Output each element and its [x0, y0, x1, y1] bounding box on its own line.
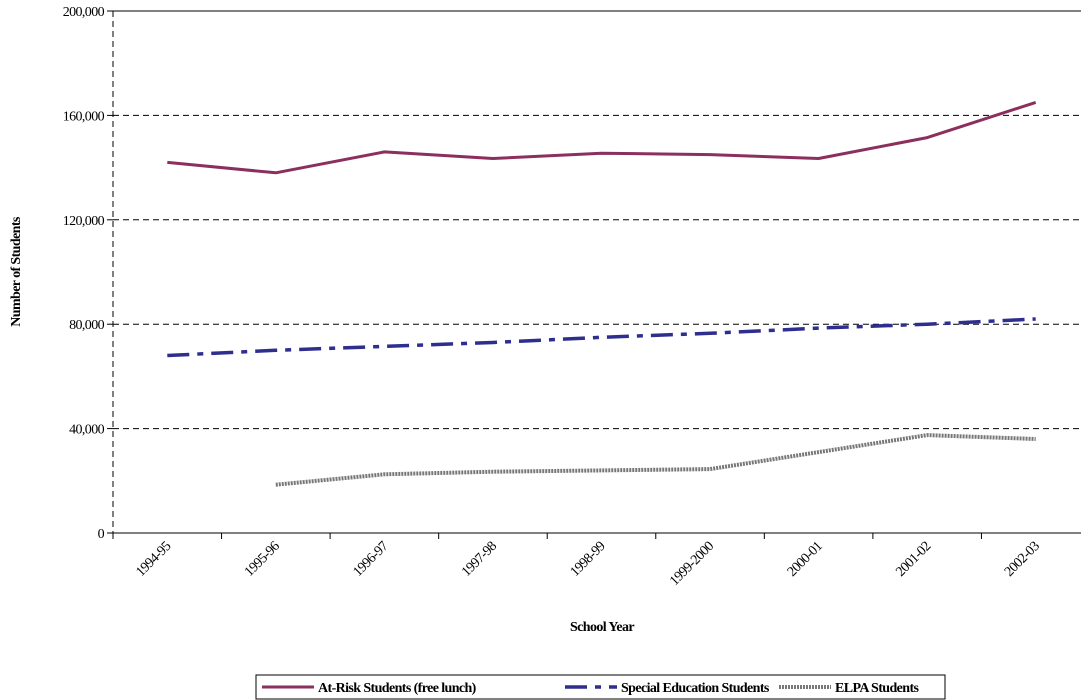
- x-tick-label-5: 1999-2000: [667, 539, 717, 589]
- y-tick-label-4: 160,000: [63, 109, 105, 124]
- x-axis-title: School Year: [570, 620, 634, 635]
- y-tick-label-5: 200,000: [63, 5, 105, 20]
- y-tick-label-0: 0: [98, 527, 105, 542]
- x-tick-label-0: 1994-95: [133, 539, 174, 580]
- gridlines: [113, 10, 1081, 430]
- series-line-2: [275, 433, 1036, 487]
- legend: At-Risk Students (free lunch) Special Edu…: [255, 674, 946, 700]
- x-tick-label-2: 1996-97: [351, 539, 392, 580]
- x-tick-labels: 1994-95 1995-96 1996-97 1997-98 1998-99 1999-…: [133, 539, 1043, 589]
- x-tick-label-4: 1998-99: [568, 539, 609, 580]
- legend-label-1: Special Education Students: [621, 681, 770, 696]
- y-axis-title: Number of Students: [9, 216, 24, 327]
- x-tick-label-1: 1995-96: [242, 539, 283, 580]
- series-line-1: [167, 317, 1036, 358]
- y-tick-label-3: 120,000: [63, 214, 105, 229]
- legend-label-0: At-Risk Students (free lunch): [318, 681, 477, 696]
- y-tick-label-2: 80,000: [69, 318, 105, 333]
- series-line-0: [167, 100, 1037, 175]
- axes: [107, 10, 1081, 539]
- x-tick-label-3: 1997-98: [459, 539, 500, 580]
- series-lines: [167, 100, 1037, 487]
- y-tick-labels: 0 40,000 80,000 120,000 160,000 200,000: [63, 5, 106, 542]
- x-tick-label-6: 2000-01: [785, 539, 826, 580]
- legend-label-2: ELPA Students: [835, 681, 920, 696]
- x-tick-label-8: 2002-03: [1002, 539, 1043, 580]
- x-tick-label-7: 2001-02: [893, 539, 934, 580]
- y-tick-label-1: 40,000: [69, 423, 105, 438]
